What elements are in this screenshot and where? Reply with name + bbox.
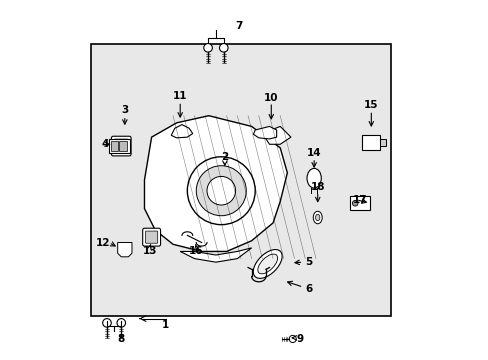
Polygon shape (262, 126, 290, 144)
Bar (349, 196, 369, 210)
Bar (108, 139, 130, 153)
Text: 16: 16 (189, 247, 203, 256)
Text: 12: 12 (96, 238, 110, 248)
Text: 5: 5 (305, 257, 312, 267)
Text: 10: 10 (264, 93, 278, 103)
Polygon shape (180, 248, 251, 262)
FancyBboxPatch shape (111, 136, 131, 156)
Text: 8: 8 (118, 334, 124, 344)
FancyBboxPatch shape (142, 228, 160, 246)
Bar (110, 141, 118, 152)
Polygon shape (171, 125, 192, 138)
FancyBboxPatch shape (145, 231, 157, 243)
Text: 15: 15 (364, 100, 378, 110)
Circle shape (288, 336, 296, 342)
Ellipse shape (253, 249, 282, 278)
Text: 6: 6 (305, 284, 312, 294)
Ellipse shape (313, 211, 322, 224)
Polygon shape (144, 116, 287, 251)
Circle shape (196, 166, 246, 216)
Polygon shape (118, 243, 132, 257)
Circle shape (206, 176, 235, 205)
Bar (119, 141, 126, 152)
FancyBboxPatch shape (114, 139, 128, 153)
Bar (380, 139, 385, 146)
Polygon shape (253, 126, 276, 139)
Text: 13: 13 (142, 247, 157, 256)
Circle shape (102, 319, 111, 327)
Text: 7: 7 (235, 21, 242, 31)
Text: 2: 2 (221, 152, 228, 162)
Text: 14: 14 (306, 148, 321, 158)
Text: 1: 1 (162, 320, 169, 330)
Text: 9: 9 (296, 334, 303, 344)
Text: 17: 17 (352, 195, 367, 204)
Text: 3: 3 (121, 105, 128, 115)
Circle shape (203, 44, 212, 52)
Text: 4: 4 (102, 139, 109, 149)
Ellipse shape (315, 214, 319, 221)
Text: 11: 11 (173, 91, 187, 101)
Circle shape (187, 157, 255, 225)
Ellipse shape (306, 168, 321, 188)
Ellipse shape (257, 254, 277, 274)
Text: 18: 18 (310, 182, 325, 192)
Circle shape (352, 201, 357, 206)
Bar (91, 44, 390, 316)
Bar (362, 135, 380, 150)
Circle shape (117, 319, 125, 327)
Circle shape (219, 44, 227, 52)
